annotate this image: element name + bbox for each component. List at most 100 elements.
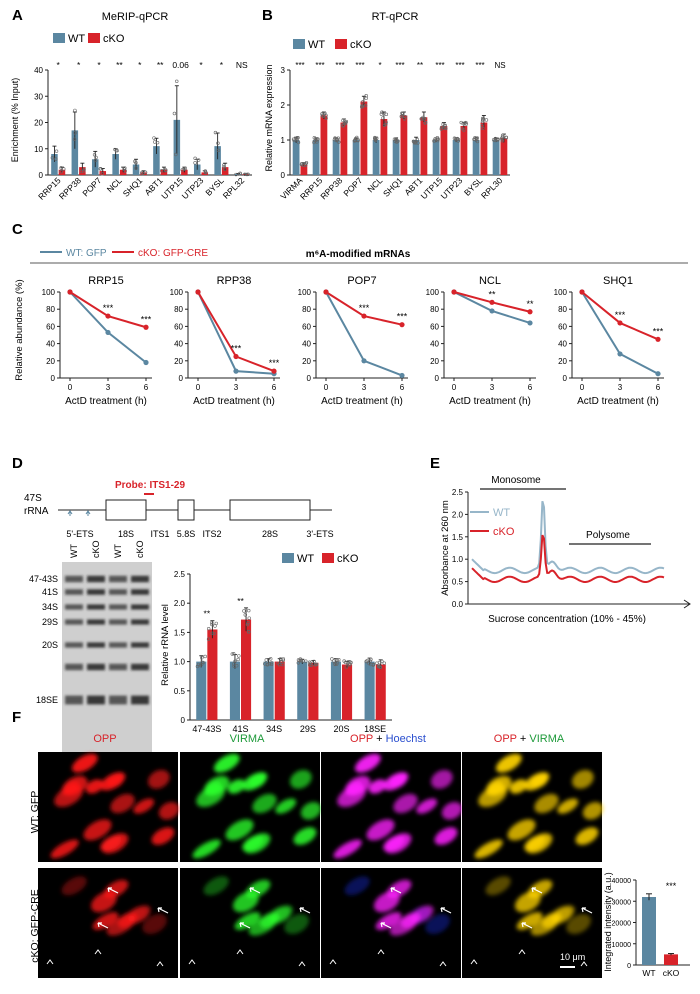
data-point (231, 651, 236, 656)
data-point (419, 117, 423, 121)
micrograph-tile (462, 868, 602, 978)
data-point (384, 120, 388, 125)
y-tick-label: 20 (302, 357, 311, 366)
y-tick-label: 20 (174, 357, 183, 366)
cell-layer (203, 876, 309, 936)
data-point (364, 659, 368, 664)
cko-point (399, 322, 405, 328)
bar (400, 115, 408, 175)
x-tick-label: 47-43S (192, 724, 221, 734)
band (87, 589, 105, 595)
lane-label: cKO (91, 540, 101, 558)
subplot-title: RRP15 (88, 275, 123, 287)
bar (308, 662, 319, 720)
data-point (314, 662, 318, 667)
arrow-marker (249, 887, 261, 894)
cell (524, 772, 550, 791)
panel-d-legend: WT cKO (282, 553, 359, 565)
data-point (461, 121, 465, 126)
band (65, 604, 83, 610)
line-subplot: SHQ1 0 20 40 60 80 100 0 3 6 ActD treatment (h) ***… (554, 275, 664, 407)
arrowhead-marker (46, 959, 54, 965)
data-point (152, 136, 156, 140)
cell (128, 905, 151, 923)
bar (214, 146, 221, 175)
data-point (496, 137, 500, 141)
y-tick-label: 2.5 (452, 488, 464, 497)
cell-layer (333, 753, 463, 859)
cell (557, 798, 579, 814)
legend-wt-label: WT: GFP (66, 248, 107, 259)
arrow-marker (521, 922, 533, 929)
wt-point (233, 368, 239, 374)
significance-label: *** (335, 61, 344, 70)
bar (332, 140, 340, 175)
data-point (439, 127, 444, 131)
y-tick-label: 2 (281, 101, 286, 110)
data-point (360, 103, 364, 108)
y-tick-label: 100 (298, 288, 312, 297)
x-tick-label: 20S (333, 724, 349, 734)
data-point (212, 631, 216, 636)
bar (460, 126, 468, 175)
panel-c: WT: GFP cKO: GFP-CRE m⁶A-modified mRNAs … (14, 248, 688, 407)
band-label: 29S (42, 617, 58, 627)
cell (354, 753, 381, 773)
data-point (443, 126, 447, 130)
significance-label: ** (116, 60, 123, 70)
bar (71, 130, 79, 175)
significance-label: *** (355, 61, 364, 70)
bar (372, 140, 380, 175)
wt-point (399, 372, 405, 379)
data-point (343, 121, 347, 126)
data-point (193, 156, 197, 161)
x-tick-label: 18SE (364, 724, 386, 734)
x-axis-label: ActD treatment (h) (321, 396, 403, 407)
arrowhead-marker (329, 959, 337, 965)
micrograph-tile (321, 752, 463, 862)
arrowhead-marker (188, 959, 196, 965)
x-tick-label: RPP38 (57, 175, 83, 201)
bar (229, 661, 240, 720)
y-tick-label: 1.0 (174, 658, 186, 667)
significance-label: * (199, 60, 203, 70)
data-point (480, 126, 485, 130)
wt-point (617, 351, 623, 357)
significance-label: ** (204, 609, 211, 619)
band (109, 589, 127, 595)
data-point (100, 172, 104, 176)
significance-label: ** (157, 60, 164, 70)
data-point (361, 99, 365, 104)
y-tick-label: 60 (302, 322, 311, 331)
x-tick-label: 0 (580, 383, 585, 392)
segment-label: 5'-ETS (66, 529, 93, 539)
cell (110, 793, 135, 814)
data-point (360, 105, 364, 109)
y-tick-label: 0 (39, 171, 44, 180)
arrow-marker (531, 887, 543, 894)
y-tick-label: 0 (307, 374, 312, 383)
data-point (375, 661, 379, 665)
panel-a-legend: WT cKO (53, 33, 125, 45)
data-point (134, 166, 138, 170)
bar (320, 115, 328, 175)
panel-b-ylabel: Relative mRNA expression (264, 64, 274, 171)
x-tick-label: UTP23 (439, 175, 465, 201)
band (65, 619, 83, 625)
data-point (355, 135, 359, 140)
data-point (371, 662, 376, 667)
significance-label: NS (236, 60, 248, 70)
line-subplot: RRP15 0 20 40 60 80 100 0 3 6 ActD treatment (h) **… (42, 275, 152, 407)
subplot-title: NCL (479, 275, 501, 287)
y-tick-label: 80 (302, 305, 311, 314)
y-tick-label: 100 (426, 288, 440, 297)
wt-line (197, 291, 275, 375)
y-tick-label: 80 (46, 305, 55, 314)
panel-a-ylabel: Enrichment (% Input) (10, 78, 20, 163)
cell (242, 772, 268, 791)
x-tick-label: RPL32 (221, 175, 247, 201)
probe-label: Probe: ITS1-29 (115, 480, 185, 491)
x-tick-label: POP7 (80, 175, 103, 198)
cell (100, 835, 122, 852)
cell (290, 769, 312, 789)
